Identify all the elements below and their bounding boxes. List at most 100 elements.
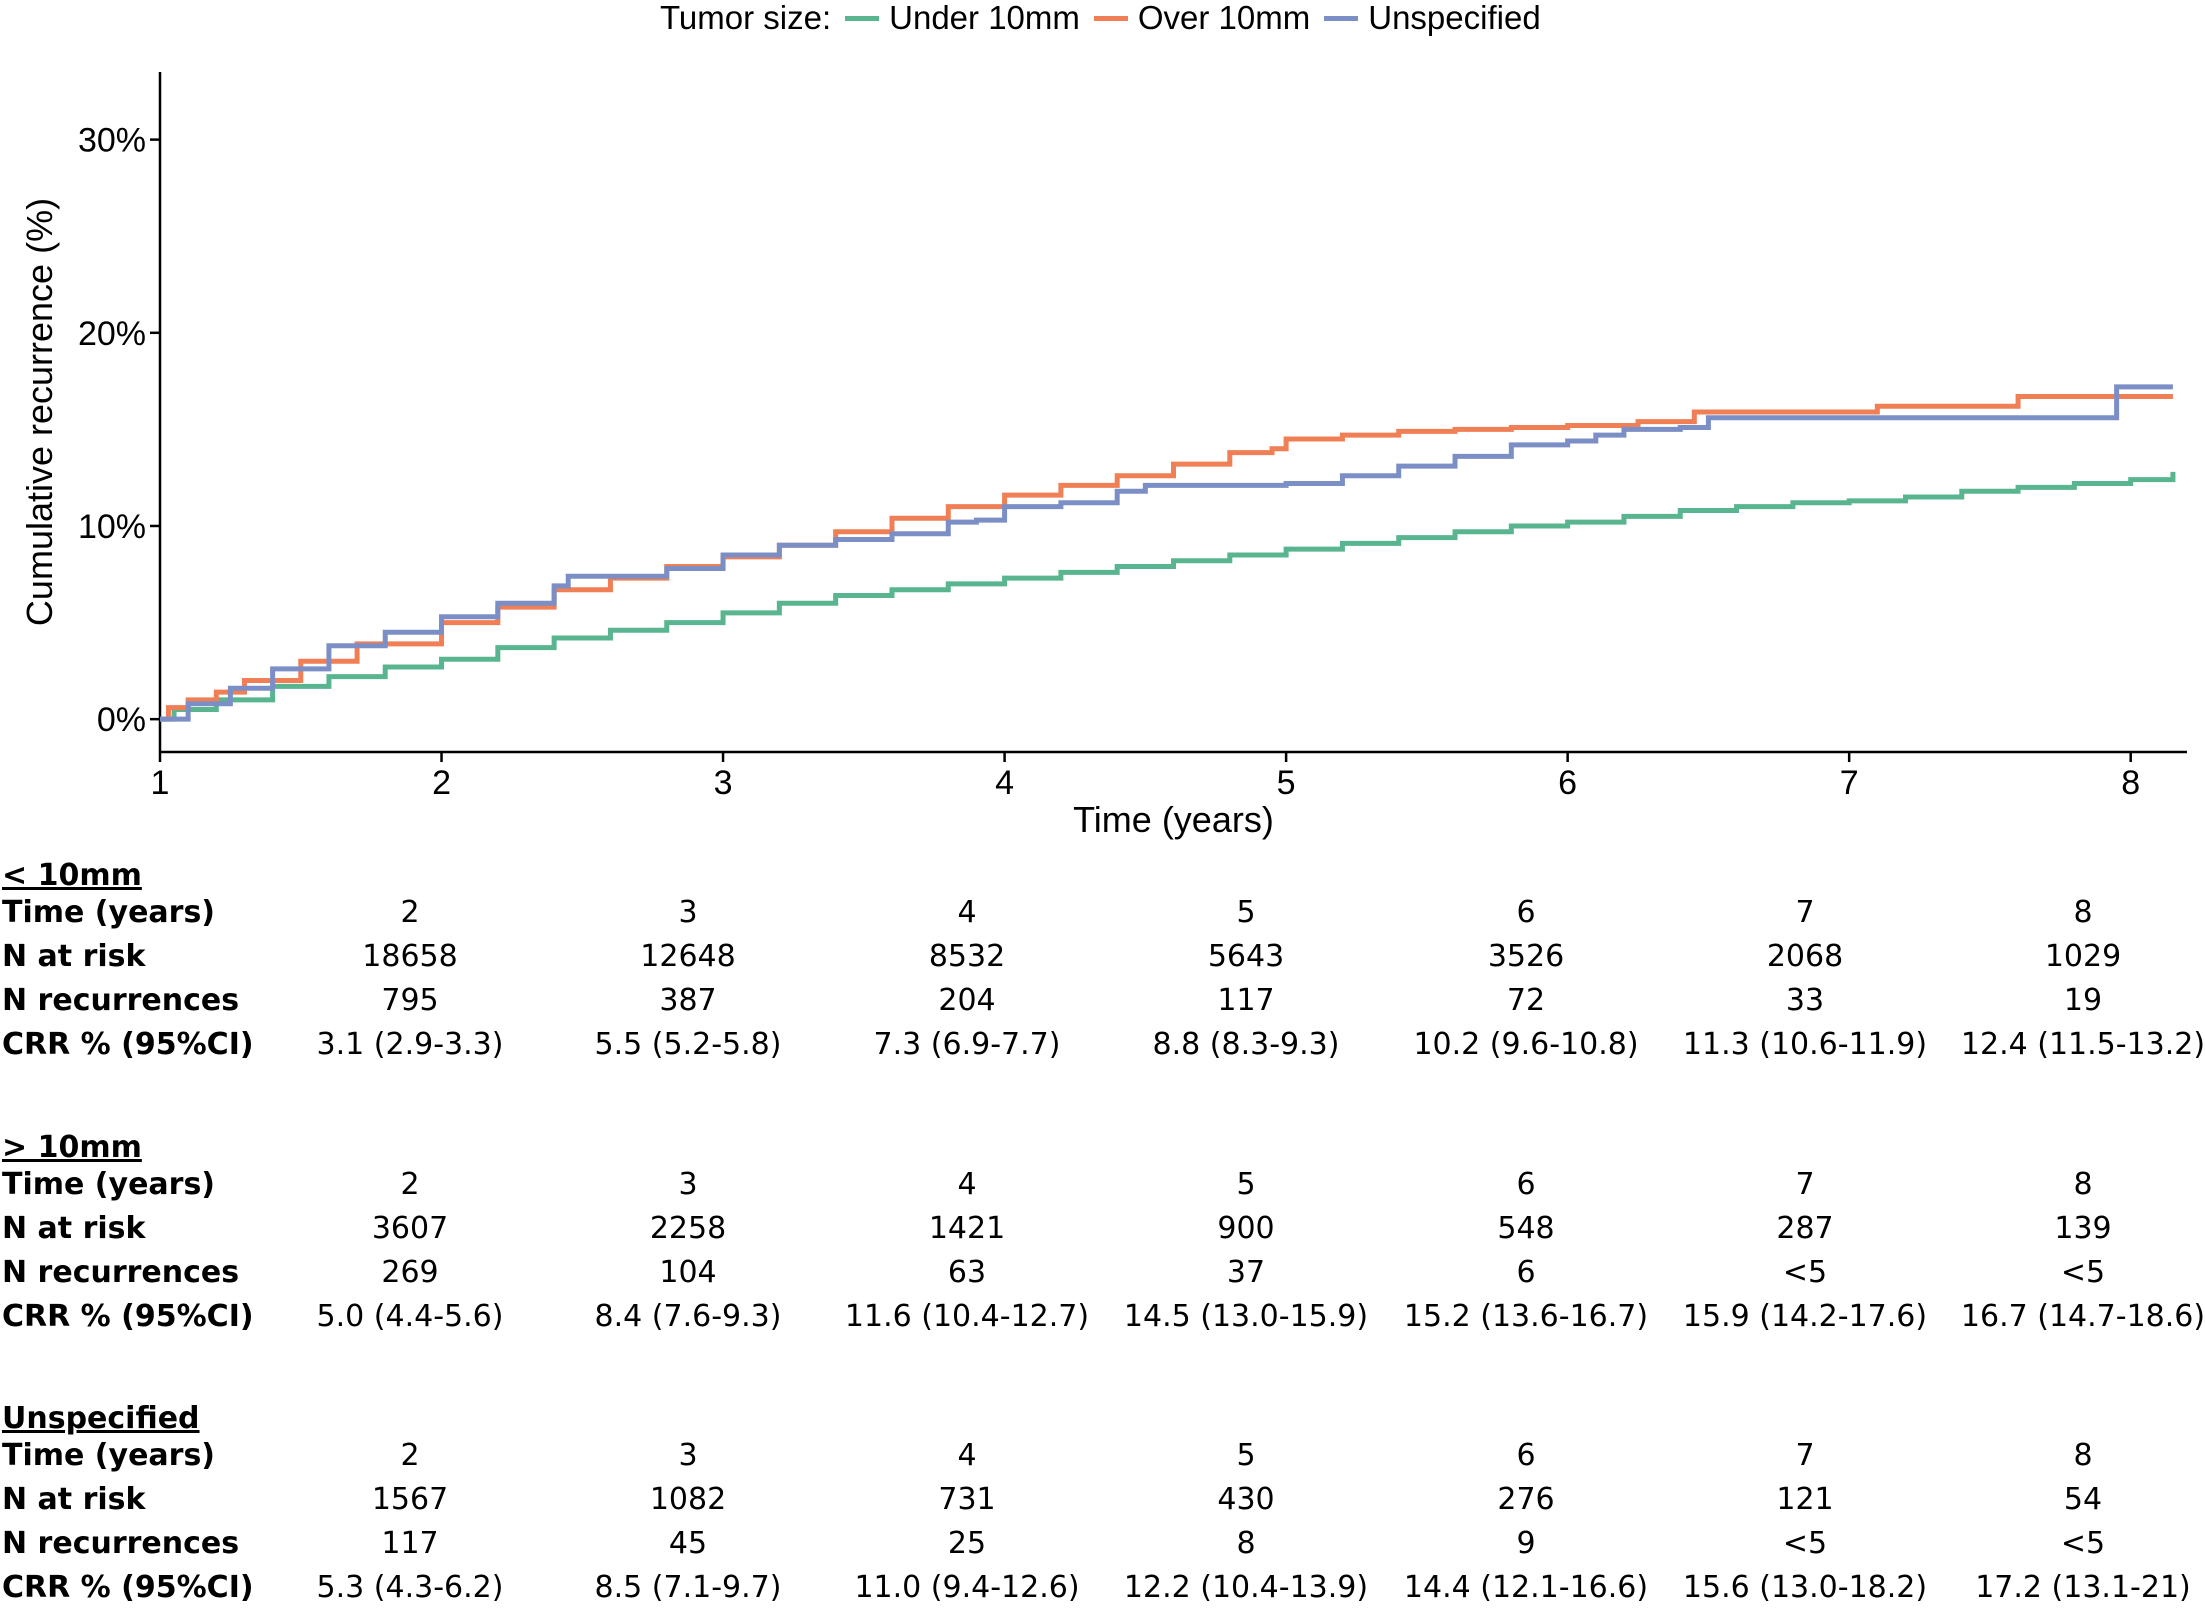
- risk-table-cell: 5: [1236, 1438, 1256, 1473]
- risk-table-cell: 12.4 (11.5-13.2): [1960, 1027, 2205, 1062]
- risk-table-cell: 2258: [649, 1211, 727, 1246]
- risk-table-cell: 1029: [2044, 939, 2122, 974]
- risk-table-cell: 430: [1217, 1482, 1275, 1517]
- risk-table-cell: 14.4 (12.1-16.6): [1403, 1570, 1649, 1605]
- risk-table-cell: 5.0 (4.4-5.6): [316, 1299, 504, 1334]
- legend: Tumor size: Under 10mm Over 10mm Unspeci…: [660, 0, 1541, 36]
- legend-label-over-10mm: Over 10mm: [1137, 0, 1311, 36]
- risk-table-row: N at risk 1567 1082 731 430 276 121 54: [0, 1482, 2205, 1522]
- legend-title: Tumor size:: [660, 0, 832, 36]
- risk-row-label: N recurrences: [2, 983, 240, 1018]
- risk-table-cell: 72: [1506, 983, 1546, 1018]
- risk-table-cell: 45: [668, 1526, 708, 1561]
- y-tick-label: 30%: [78, 122, 146, 160]
- risk-row-label: N recurrences: [2, 1255, 240, 1290]
- risk-table-cell: <5: [2060, 1255, 2106, 1290]
- risk-table-cell: 25: [947, 1526, 987, 1561]
- risk-table-cell: 3: [678, 1438, 698, 1473]
- risk-table-cell: <5: [1782, 1255, 1828, 1290]
- risk-table-cell: 276: [1497, 1482, 1555, 1517]
- risk-row-label: Time (years): [2, 1167, 216, 1202]
- risk-table-cell: 5: [1236, 895, 1256, 930]
- x-tick-label: 6: [1558, 764, 1577, 802]
- risk-table-cell: 6: [1516, 1438, 1536, 1473]
- risk-table-row: Time (years) 2 3 4 5 6 7 8: [0, 1438, 2205, 1478]
- series-line-over-10mm: [160, 394, 2173, 722]
- risk-table-cell: 795: [381, 983, 439, 1018]
- risk-table-cell: 287: [1776, 1211, 1834, 1246]
- risk-table-cell: 204: [938, 983, 996, 1018]
- risk-row-label: CRR % (95%CI): [2, 1027, 254, 1062]
- risk-table-cell: 19: [2063, 983, 2103, 1018]
- risk-table-cell: 5643: [1207, 939, 1285, 974]
- risk-table-cell: 17.2 (13.1-21): [1975, 1570, 2191, 1605]
- risk-table-cell: 12.2 (10.4-13.9): [1123, 1570, 1369, 1605]
- risk-table-cell: 548: [1497, 1211, 1555, 1246]
- risk-table-row: CRR % (95%CI) 5.3 (4.3-6.2) 8.5 (7.1-9.7) 1…: [0, 1570, 2205, 1610]
- risk-table-cell: 5.3 (4.3-6.2): [316, 1570, 504, 1605]
- risk-table-cell: 11.3 (10.6-11.9): [1682, 1027, 1928, 1062]
- x-tick-label: 5: [1277, 764, 1296, 802]
- risk-table-cell: 3: [678, 895, 698, 930]
- risk-table-row: CRR % (95%CI) 3.1 (2.9-3.3) 5.5 (5.2-5.8) 7…: [0, 1027, 2205, 1067]
- risk-row-label: N at risk: [2, 939, 146, 974]
- risk-table-cell: 8: [2073, 895, 2093, 930]
- risk-table-cell: 3.1 (2.9-3.3): [316, 1027, 504, 1062]
- legend-label-unspecified: Unspecified: [1368, 0, 1541, 36]
- x-axis-title: Time (years): [1073, 799, 1274, 840]
- risk-table-row: Time (years) 2 3 4 5 6 7 8: [0, 1167, 2205, 1207]
- risk-table-cell: 6: [1516, 1167, 1536, 1202]
- risk-table-cell: 2: [400, 1438, 420, 1473]
- risk-table-cell: 12648: [640, 939, 736, 974]
- y-tick-label: 10%: [78, 508, 146, 546]
- risk-table-cell: 8.5 (7.1-9.7): [594, 1570, 782, 1605]
- risk-table-cell: 117: [381, 1526, 439, 1561]
- risk-table-cell: 2068: [1766, 939, 1844, 974]
- risk-table-cell: 18658: [362, 939, 458, 974]
- risk-table-title: > 10mm: [2, 1130, 142, 1165]
- risk-row-label: N at risk: [2, 1211, 146, 1246]
- risk-row-label: Time (years): [2, 1438, 216, 1473]
- y-tick-label: 20%: [78, 315, 146, 353]
- risk-table-cell: 37: [1226, 1255, 1266, 1290]
- risk-table-cell: 8532: [928, 939, 1006, 974]
- risk-table-cell: 1082: [649, 1482, 727, 1517]
- risk-table-cell: 63: [947, 1255, 987, 1290]
- risk-table-cell: 104: [659, 1255, 717, 1290]
- risk-table-cell: 117: [1217, 983, 1275, 1018]
- legend-swatch-unspecified: [1324, 15, 1359, 21]
- y-axis-title: Cumulative recurrence (%): [19, 198, 60, 626]
- risk-table-cell: 8.8 (8.3-9.3): [1152, 1027, 1340, 1062]
- risk-row-label: N at risk: [2, 1482, 146, 1517]
- legend-swatch-under-10mm: [845, 15, 880, 21]
- risk-table-cell: 3607: [371, 1211, 449, 1246]
- risk-table-cell: 8: [1236, 1526, 1256, 1561]
- risk-table-cell: 121: [1776, 1482, 1834, 1517]
- risk-table-row: N at risk 18658 12648 8532 5643 3526 2068 1029: [0, 939, 2205, 979]
- risk-table-cell: 7: [1795, 1438, 1815, 1473]
- series-line-unspecified: [160, 384, 2173, 722]
- risk-row-label: Time (years): [2, 895, 216, 930]
- risk-table-row: N recurrences 117 45 25 8 9 <5 <5: [0, 1526, 2205, 1566]
- risk-row-label: N recurrences: [2, 1526, 240, 1561]
- risk-table-cell: 5.5 (5.2-5.8): [594, 1027, 782, 1062]
- risk-table-cell: 7: [1795, 895, 1815, 930]
- x-tick-label: 8: [2121, 764, 2140, 802]
- risk-table-cell: 3526: [1487, 939, 1565, 974]
- risk-table-cell: 8.4 (7.6-9.3): [594, 1299, 782, 1334]
- cumulative-recurrence-chart: 0% 10% 20% 30% 1 2 3 4 5 6 7 8 Time (years) Cumulativ…: [19, 72, 2187, 840]
- risk-table-cell: 2: [400, 895, 420, 930]
- legend-swatch-over-10mm: [1093, 15, 1128, 21]
- x-tick-label: 3: [714, 764, 733, 802]
- risk-table-cell: 8: [2073, 1438, 2093, 1473]
- risk-table-cell: 15.6 (13.0-18.2): [1682, 1570, 1928, 1605]
- risk-table-cell: 16.7 (14.7-18.6): [1960, 1299, 2205, 1334]
- risk-table-row: CRR % (95%CI) 5.0 (4.4-5.6) 8.4 (7.6-9.3) 1…: [0, 1299, 2205, 1339]
- x-tick-label: 2: [432, 764, 451, 802]
- risk-table-cell: 9: [1516, 1526, 1536, 1561]
- risk-table-title: Unspecified: [2, 1401, 200, 1436]
- risk-table-row: N recurrences 795 387 204 117 72 33 19: [0, 983, 2205, 1023]
- risk-table-cell: 11.0 (9.4-12.6): [854, 1570, 1080, 1605]
- risk-table-cell: 15.2 (13.6-16.7): [1403, 1299, 1649, 1334]
- risk-table-title: < 10mm: [2, 858, 142, 893]
